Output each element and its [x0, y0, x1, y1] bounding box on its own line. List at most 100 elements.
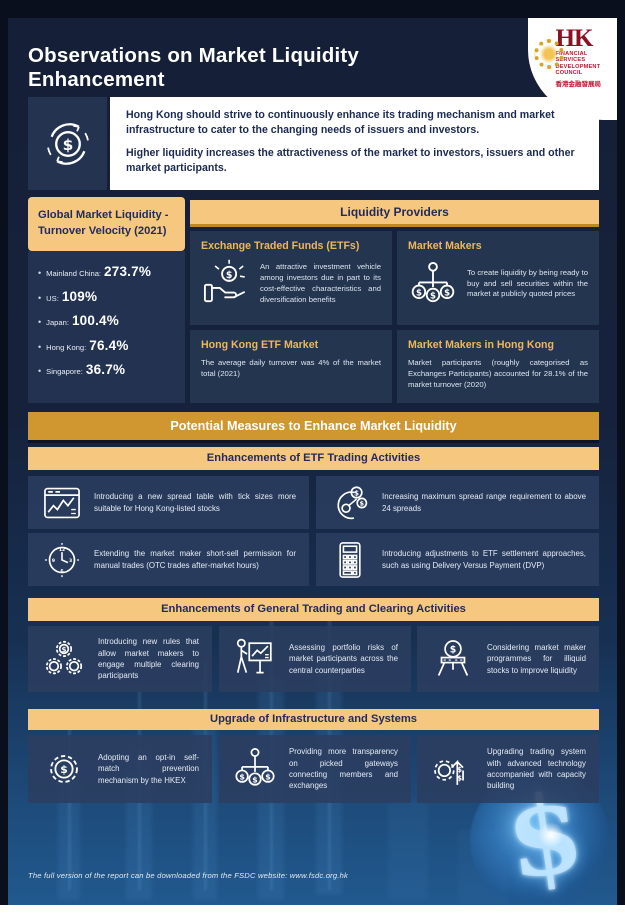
gauge-dollar-icon: $ $: [329, 482, 371, 524]
measure-item: Introducing adjustments to ETF settlemen…: [316, 533, 599, 586]
svg-text:$: $: [360, 499, 365, 507]
gears-dollar-icon: $: [41, 636, 87, 682]
svg-text:$: $: [62, 135, 73, 153]
turnover-value: 36.7%: [85, 362, 126, 377]
logo-chinese-name: 香港金融發展局: [555, 80, 602, 88]
svg-text:$: $: [239, 772, 245, 781]
bullet-icon: •: [38, 366, 42, 376]
bullet-icon: •: [38, 268, 42, 278]
svg-text:$: $: [457, 765, 462, 774]
turnover-label: Japan:: [46, 318, 69, 327]
calculator-icon: [329, 539, 371, 581]
measure-item: 12 3 6 9 Extending the market maker shor…: [28, 533, 309, 586]
svg-text:$: $: [450, 645, 457, 656]
liquidity-providers-banner: Liquidity Providers: [190, 200, 599, 227]
market-makers-box: Market Makers $ $ $ To create liquidity …: [397, 231, 599, 325]
turnover-panel: • Mainland China: 273.7% • US: 109% • Ja…: [28, 251, 185, 403]
logo-org-name: FINANCIAL SERVICES DEVELOPMENT COUNCIL: [555, 51, 601, 77]
network-dollar-icon: $ $ $: [408, 259, 458, 309]
etf-box: Exchange Traded Funds (ETFs) $ An attrac…: [190, 231, 392, 325]
hk-etf-market-box: Hong Kong ETF Market The average daily t…: [190, 330, 392, 403]
footer-note: The full version of the report can be do…: [28, 871, 349, 880]
measure-text: Assessing portfolio risks of market part…: [289, 642, 398, 675]
market-makers-box-title: Market Makers: [408, 240, 482, 252]
measure-item: $ Introducing new rules that allow marke…: [28, 626, 212, 692]
measure-item: $ Considering market maker programmes fo…: [417, 626, 599, 692]
turnover-label: Singapore:: [46, 367, 83, 376]
turnover-panel-title: Global Market Liquidity - Turnover Veloc…: [28, 197, 185, 251]
market-makers-box-text: To create liquidity by being ready to bu…: [467, 267, 588, 299]
etf-activities-banner: Enhancements of ETF Trading Activities: [28, 447, 599, 470]
turnover-value: 273.7%: [104, 264, 152, 279]
bullet-icon: •: [38, 317, 42, 327]
gear-dollar-icon: $: [41, 746, 87, 792]
measure-item: $ Adopting an opt-in self-match preventi…: [28, 735, 212, 803]
upgrade-arrow-icon: $ $: [430, 746, 476, 792]
intro-icon-box: $: [28, 97, 107, 190]
potential-measures-banner: Potential Measures to Enhance Market Liq…: [28, 412, 599, 440]
cycle-dollar-icon: $: [39, 115, 97, 173]
portfolio-risk-icon: [232, 636, 278, 682]
hk-etf-market-title: Hong Kong ETF Market: [201, 339, 319, 351]
svg-text:9: 9: [52, 557, 55, 563]
svg-text:$: $: [252, 775, 258, 784]
turnover-label: Hong Kong:: [46, 342, 87, 352]
measure-text: Extending the market maker short-sell pe…: [94, 549, 296, 570]
svg-text:$: $: [60, 763, 68, 776]
svg-text:$: $: [457, 774, 462, 783]
list-item: • Hong Kong: 76.4%: [38, 338, 177, 353]
intro-paragraph-2: Higher liquidity increases the attractiv…: [126, 147, 575, 174]
measure-text: Introducing a new spread table with tick…: [94, 492, 296, 513]
svg-text:$: $: [265, 772, 271, 781]
svg-text:$: $: [444, 288, 450, 298]
light-flare: [538, 822, 564, 848]
page-title: Observations on Market Liquidity Enhance…: [28, 44, 360, 91]
measure-text: Adopting an opt-in self-match prevention…: [98, 752, 199, 785]
spread-table-icon: [41, 482, 83, 524]
clock-icon: 12 3 6 9: [41, 539, 83, 581]
svg-text:$: $: [226, 270, 233, 281]
list-item: • US: 109%: [38, 289, 177, 304]
measure-item: $ $ $ Providing more transparency on pic…: [219, 735, 411, 803]
gateway-network-icon: $ $ $: [232, 746, 278, 792]
svg-text:$: $: [62, 645, 67, 654]
hk-market-makers-text: Market participants (roughly categorised…: [408, 358, 588, 389]
list-item: • Mainland China: 273.7%: [38, 264, 177, 279]
svg-text:$: $: [354, 488, 359, 497]
intro-text: Hong Kong should strive to continuously …: [110, 97, 599, 190]
measure-text: Increasing maximum spread range requirem…: [382, 492, 586, 513]
list-item: • Singapore: 36.7%: [38, 362, 177, 377]
hk-market-makers-title: Market Makers in Hong Kong: [408, 339, 554, 351]
hk-etf-market-text: The average daily turnover was 4% of the…: [201, 358, 381, 378]
svg-text:6: 6: [60, 568, 63, 574]
measure-text: Introducing adjustments to ETF settlemen…: [382, 549, 586, 570]
turnover-value: 100.4%: [71, 313, 119, 328]
gold-gear-sun-icon: [533, 39, 564, 69]
etf-box-title: Exchange Traded Funds (ETFs): [201, 240, 360, 252]
svg-text:$: $: [416, 288, 422, 298]
list-item: • Japan: 100.4%: [38, 313, 177, 328]
general-activities-banner: Enhancements of General Trading and Clea…: [28, 598, 599, 621]
svg-text:$: $: [430, 291, 436, 301]
hand-coin-icon: $: [201, 259, 251, 309]
measure-item: Introducing a new spread table with tick…: [28, 476, 309, 529]
measure-item: Assessing portfolio risks of market part…: [219, 626, 411, 692]
measure-text: Upgrading trading system with advanced t…: [487, 747, 586, 791]
intro-paragraph-1: Hong Kong should strive to continuously …: [126, 109, 555, 136]
hk-market-makers-box: Market Makers in Hong Kong Market partic…: [397, 330, 599, 403]
etf-box-text: An attractive investment vehicle among i…: [260, 262, 381, 304]
measure-text: Considering market maker programmes for …: [487, 642, 586, 675]
turnover-value: 76.4%: [89, 337, 129, 353]
turnover-label: US:: [46, 293, 59, 303]
easel-dollar-icon: $: [430, 636, 476, 682]
measure-text: Providing more transparency on picked ga…: [289, 747, 398, 791]
svg-text:3: 3: [69, 557, 72, 563]
turnover-label: Mainland China:: [46, 269, 102, 278]
infrastructure-banner: Upgrade of Infrastructure and Systems: [28, 709, 599, 730]
bullet-icon: •: [38, 292, 42, 303]
bullet-icon: •: [38, 341, 42, 352]
bottom-white-strip: [0, 905, 625, 917]
measure-text: Introducing new rules that allow market …: [98, 637, 199, 681]
turnover-value: 109%: [61, 288, 98, 304]
